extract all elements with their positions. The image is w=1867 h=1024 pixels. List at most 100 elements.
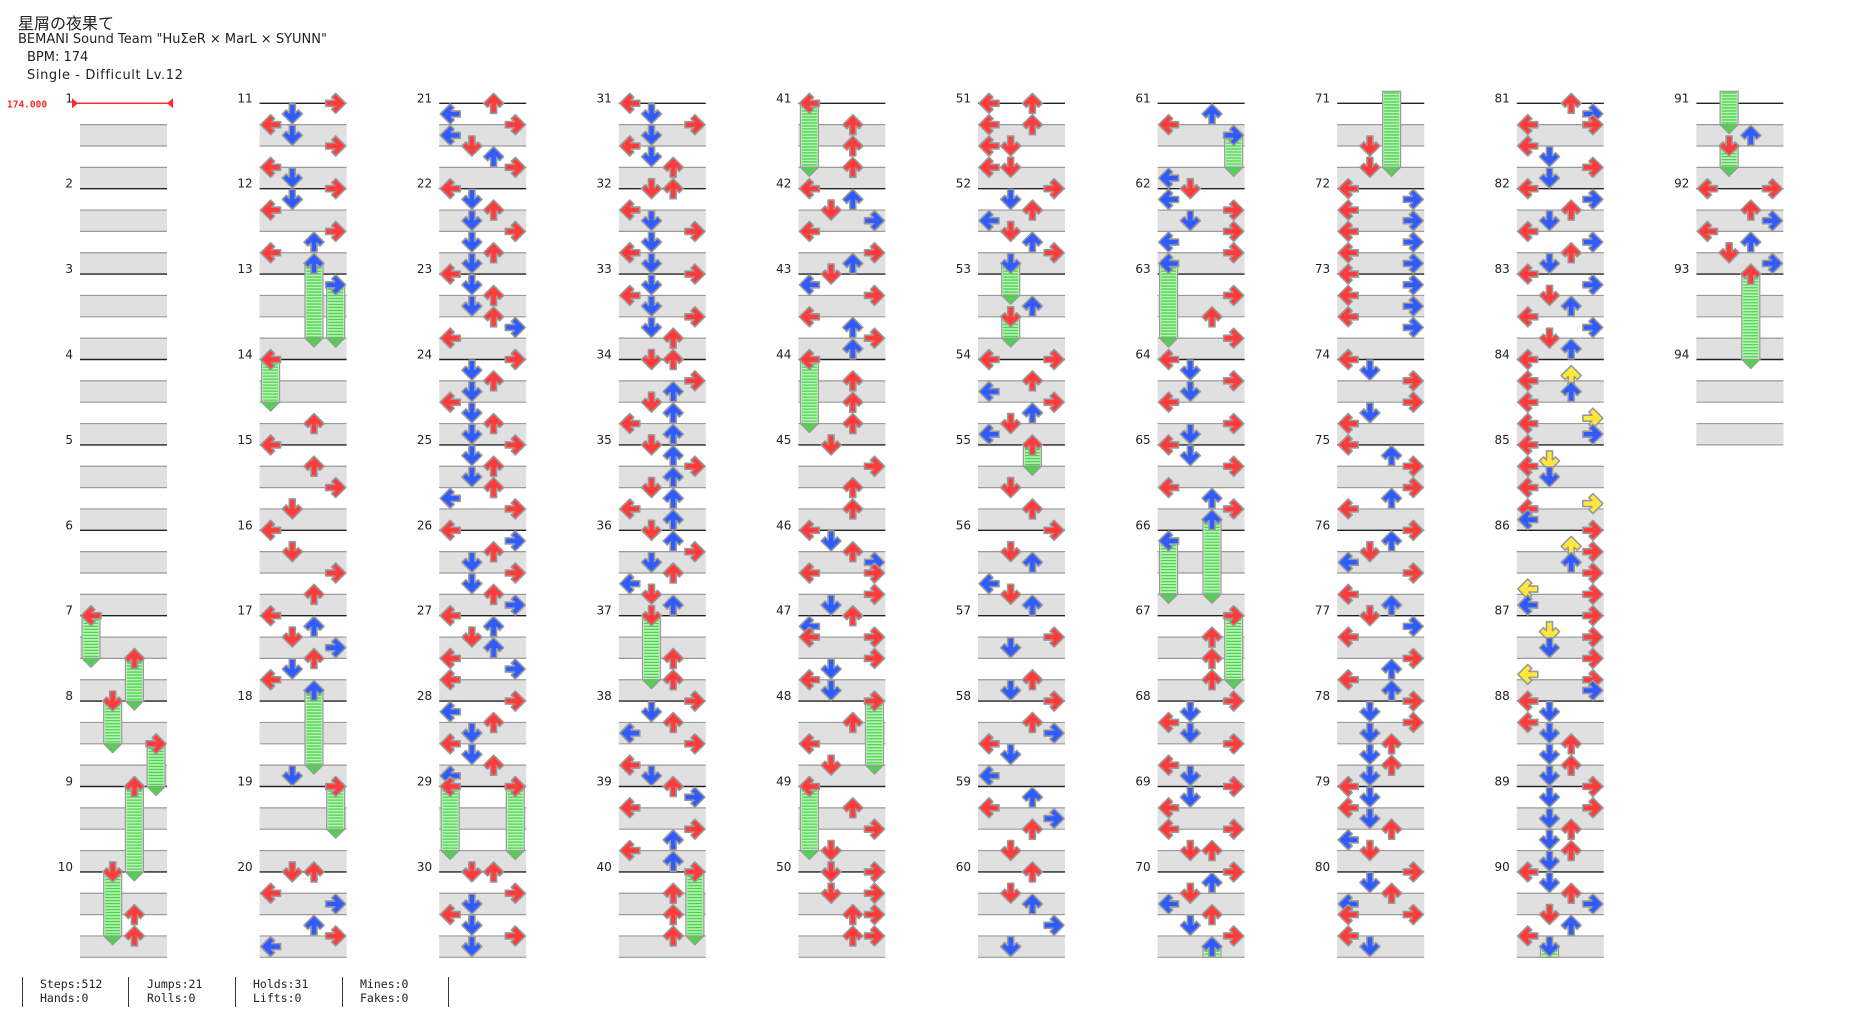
arrow-right-icon: [863, 647, 886, 670]
arrow-left-icon: [1337, 284, 1359, 307]
measure: 55: [956, 433, 1065, 531]
arrow-right-icon: [1043, 519, 1065, 542]
beat-band: [618, 423, 706, 445]
measure-number: 24: [417, 348, 432, 362]
beat-band: [978, 551, 1065, 573]
hold-left: [1158, 540, 1180, 605]
arrow-up-icon: [1201, 839, 1223, 862]
arrow-up-icon: [1021, 498, 1044, 520]
arrow-right-icon: [1222, 498, 1245, 520]
arrow-down-icon: [820, 882, 842, 905]
arrow-up-icon: [1560, 295, 1582, 317]
beat-band: [259, 252, 347, 275]
arrow-right-icon: [863, 284, 886, 307]
stat-jumps: Jumps:21: [147, 977, 203, 991]
arrow-left-icon: [1337, 498, 1359, 520]
arrow-right-icon: [863, 209, 886, 232]
measure: 62: [1135, 177, 1245, 275]
beat-band: [80, 466, 167, 488]
measure: 52: [956, 177, 1065, 275]
beat-band: [439, 637, 527, 659]
arrow-up-icon: [1560, 732, 1582, 755]
arrow-up-icon: [1380, 732, 1403, 755]
beat-band: [259, 893, 347, 915]
arrow-down-icon: [820, 263, 842, 285]
measure: 51: [956, 91, 1065, 189]
arrow-right-icon: [684, 263, 706, 285]
measure-number: 88: [1495, 689, 1510, 703]
arrow-up-icon: [662, 925, 685, 947]
arrow-left-icon: [1337, 199, 1359, 221]
arrow-down-icon: [281, 188, 304, 211]
beat-band: [618, 508, 706, 531]
beat-band: [1337, 466, 1425, 488]
bpm-marker-left-icon: [72, 98, 78, 109]
arrow-up-icon: [662, 882, 685, 905]
arrow-up-icon: [1021, 402, 1044, 424]
measure: 33: [597, 262, 706, 360]
measure: 54: [956, 348, 1065, 445]
measure: 8: [65, 689, 167, 787]
measure-number: 4: [65, 348, 73, 362]
arrow-left-icon: [1517, 925, 1539, 947]
arrow-left-icon: [1517, 391, 1539, 414]
beat-band: [978, 210, 1065, 232]
arrow-right-icon: [1582, 273, 1604, 296]
arrow-up-icon: [841, 498, 864, 520]
arrow-down-icon: [281, 626, 304, 648]
arrow-up-icon: [1380, 487, 1403, 510]
arrow-down-icon: [1179, 700, 1202, 723]
beat-band: [259, 765, 347, 787]
hold-tail-icon: [325, 828, 347, 840]
hold-tail-icon: [641, 679, 662, 690]
arrow-down-icon: [1538, 620, 1561, 643]
arrow-down-icon: [1179, 423, 1202, 446]
measure: 94: [1674, 348, 1784, 446]
arrow-right-icon: [684, 370, 706, 392]
measure-number: 57: [956, 604, 971, 618]
arrow-up-icon: [1021, 92, 1044, 115]
beat-band: [259, 423, 347, 445]
arrow-left-icon: [978, 156, 1000, 179]
arrow-up-icon: [841, 711, 864, 734]
beat-band: [978, 466, 1065, 488]
arrow-right-icon: [1582, 113, 1604, 136]
arrow-up-icon: [482, 412, 505, 435]
stat-holds: Holds:31: [253, 977, 309, 991]
measure: 25: [417, 433, 527, 531]
arrow-up-icon: [1380, 818, 1403, 841]
arrow-up-icon: [482, 241, 505, 264]
beat-band: [1696, 380, 1784, 403]
measure-number: 63: [1135, 262, 1150, 276]
arrow-up-icon: [1021, 199, 1044, 221]
measure: 82: [1495, 177, 1604, 275]
measure: 49: [776, 775, 886, 872]
arrow-down-icon: [461, 231, 483, 253]
hold-up: [1201, 519, 1223, 605]
beat-band: [80, 380, 167, 403]
arrow-left-icon: [1337, 668, 1359, 691]
arrow-down-icon: [640, 476, 663, 499]
arrow-right-icon: [1582, 156, 1604, 179]
beat-band: [80, 935, 167, 958]
arrow-up-icon: [841, 113, 864, 136]
arrow-right-icon: [1402, 562, 1425, 584]
hold-tail-icon: [684, 935, 706, 946]
measure-number: 17: [237, 604, 252, 618]
arrow-right-icon: [504, 348, 527, 371]
beat-band: [259, 124, 347, 146]
beat-band: [1337, 210, 1425, 232]
arrow-right-icon: [1043, 807, 1065, 830]
arrow-down-icon: [640, 295, 663, 317]
hold-down: [641, 615, 662, 690]
arrow-right-icon: [863, 455, 886, 478]
hold-tail-icon: [1000, 294, 1022, 306]
arrow-down-icon: [999, 636, 1022, 659]
beat-band: [978, 893, 1065, 915]
measure-number: 43: [776, 262, 791, 276]
measure: 73: [1315, 262, 1425, 360]
beat-band: [439, 807, 527, 830]
arrow-up-icon: [482, 145, 505, 168]
measure: 39: [597, 775, 706, 872]
measure-number: 22: [417, 177, 432, 191]
